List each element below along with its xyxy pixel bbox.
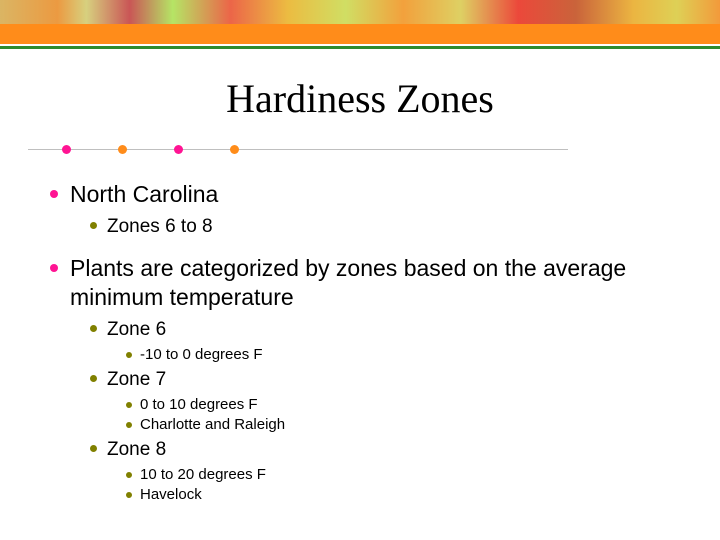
list-item: North Carolina Zones 6 to 8	[50, 180, 720, 240]
decorative-top-banner	[0, 0, 720, 24]
bullet-icon	[90, 375, 97, 382]
list-item: Zones 6 to 8	[90, 214, 720, 240]
list-item: Havelock	[126, 485, 720, 505]
slide-title: Hardiness Zones	[0, 75, 720, 122]
bullet-icon	[50, 264, 58, 272]
bullet-icon	[90, 445, 97, 452]
bullet-text: 10 to 20 degrees F	[140, 465, 266, 485]
bullet-text: Charlotte and Raleigh	[140, 415, 285, 435]
bullet-icon	[90, 222, 97, 229]
accent-row	[0, 144, 720, 166]
list-item: Zone 8 10 to 20 degrees F Ha	[90, 437, 720, 505]
bullet-icon	[126, 352, 132, 358]
orange-bar	[0, 24, 720, 44]
list-item: Charlotte and Raleigh	[126, 415, 720, 435]
list-item: Plants are categorized by zones based on…	[50, 254, 720, 506]
list-item: 0 to 10 degrees F	[126, 395, 720, 415]
bullet-text: Zone 7	[107, 367, 166, 393]
bullet-text: Havelock	[140, 485, 202, 505]
bullet-text: North Carolina	[70, 180, 218, 210]
accent-dot	[230, 145, 239, 154]
bullet-text: Zones 6 to 8	[107, 214, 213, 240]
list-item: Zone 6 -10 to 0 degrees F	[90, 317, 720, 365]
list-item: -10 to 0 degrees F	[126, 345, 720, 365]
bullet-icon	[126, 472, 132, 478]
bullet-icon	[126, 402, 132, 408]
bullet-text: Plants are categorized by zones based on…	[70, 254, 720, 314]
bullet-icon	[50, 190, 58, 198]
accent-line	[28, 149, 568, 150]
accent-dot	[62, 145, 71, 154]
slide-body: North Carolina Zones 6 to 8 Plants are c…	[0, 180, 720, 505]
bullet-icon	[90, 325, 97, 332]
bullet-icon	[126, 492, 132, 498]
bullet-text: 0 to 10 degrees F	[140, 395, 258, 415]
accent-dot	[118, 145, 127, 154]
bullet-text: Zone 8	[107, 437, 166, 463]
list-item: Zone 7 0 to 10 degrees F Cha	[90, 367, 720, 435]
bullet-text: Zone 6	[107, 317, 166, 343]
bullet-icon	[126, 422, 132, 428]
bullet-text: -10 to 0 degrees F	[140, 345, 263, 365]
green-underline	[0, 46, 720, 49]
accent-dot	[174, 145, 183, 154]
list-item: 10 to 20 degrees F	[126, 465, 720, 485]
